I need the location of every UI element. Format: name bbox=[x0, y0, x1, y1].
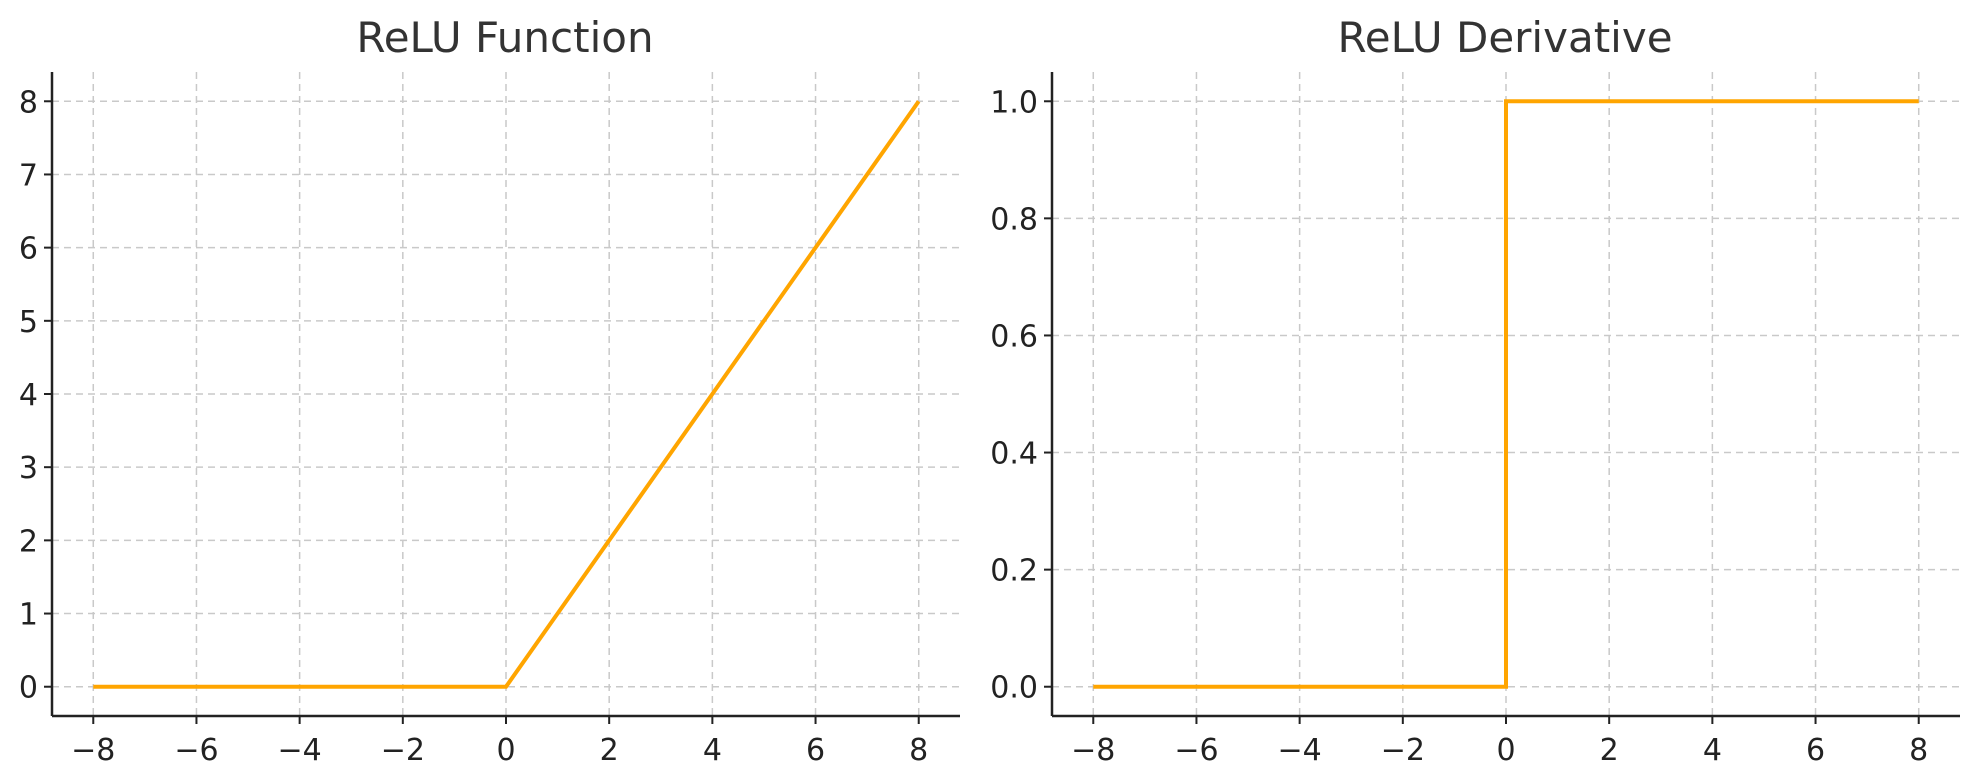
relu-function-x-tick-label: 6 bbox=[806, 733, 825, 768]
relu-derivative-x-tick-label: 0 bbox=[1496, 733, 1515, 768]
relu-function-x-tick-label: 2 bbox=[600, 733, 619, 768]
relu-function-series-line bbox=[93, 100, 921, 689]
relu-derivative-x-tick-label: 6 bbox=[1806, 733, 1825, 768]
relu-derivative-x-tick-label: −8 bbox=[1071, 733, 1115, 768]
relu-function-x-tick-label: −4 bbox=[278, 733, 322, 768]
relu-derivative-y-tick-label: 1.0 bbox=[990, 85, 1038, 120]
relu-derivative-title: ReLU Derivative bbox=[1337, 13, 1672, 62]
relu-derivative-panel: ReLU Derivative −8 −6 −4 −2 0 2 4 6 8 0.0 0.2 0.4 0.… bbox=[990, 13, 1960, 768]
relu-function-y-tick-label: 7 bbox=[19, 158, 38, 193]
relu-function-x-tick-label: 4 bbox=[703, 733, 722, 768]
relu-derivative-y-tick-label: 0.0 bbox=[990, 671, 1038, 706]
relu-function-x-tick-label: −2 bbox=[381, 733, 425, 768]
relu-function-x-tick-label: −6 bbox=[174, 733, 218, 768]
relu-function-y-tick-label: 0 bbox=[19, 671, 38, 706]
relu-function-x-tick-label: 0 bbox=[496, 733, 515, 768]
relu-function-title: ReLU Function bbox=[356, 13, 653, 62]
relu-function-y-tick-label: 2 bbox=[19, 524, 38, 559]
relu-derivative-y-tick-label: 0.2 bbox=[990, 554, 1038, 589]
relu-function-panel: ReLU Function −8 −6 −4 −2 0 2 4 6 8 0 1 2 3 4 5 6 7 8 bbox=[19, 13, 960, 768]
relu-function-y-tick-label: 3 bbox=[19, 451, 38, 486]
relu-function-x-tick-label: 8 bbox=[909, 733, 928, 768]
relu-function-y-tick-label: 8 bbox=[19, 85, 38, 120]
relu-function-x-tick-label: −8 bbox=[71, 733, 115, 768]
relu-derivative-x-tick-label: −6 bbox=[1174, 733, 1218, 768]
relu-derivative-x-tick-label: 2 bbox=[1600, 733, 1619, 768]
relu-derivative-x-tick-label: −2 bbox=[1381, 733, 1425, 768]
relu-derivative-series-line bbox=[1093, 99, 1919, 689]
relu-derivative-y-tick-label: 0.8 bbox=[990, 202, 1038, 237]
relu-function-y-tick-label: 6 bbox=[19, 232, 38, 267]
relu-function-y-tick-label: 1 bbox=[19, 598, 38, 633]
relu-derivative-y-tick-label: 0.6 bbox=[990, 319, 1038, 354]
relu-function-y-tick-label: 5 bbox=[19, 305, 38, 340]
relu-derivative-y-tick-label: 0.4 bbox=[990, 437, 1038, 472]
relu-derivative-x-tick-label: 8 bbox=[1909, 733, 1928, 768]
relu-function-y-tick-label: 4 bbox=[19, 378, 38, 413]
relu-derivative-x-tick-label: 4 bbox=[1703, 733, 1722, 768]
relu-derivative-x-tick-label: −4 bbox=[1278, 733, 1322, 768]
